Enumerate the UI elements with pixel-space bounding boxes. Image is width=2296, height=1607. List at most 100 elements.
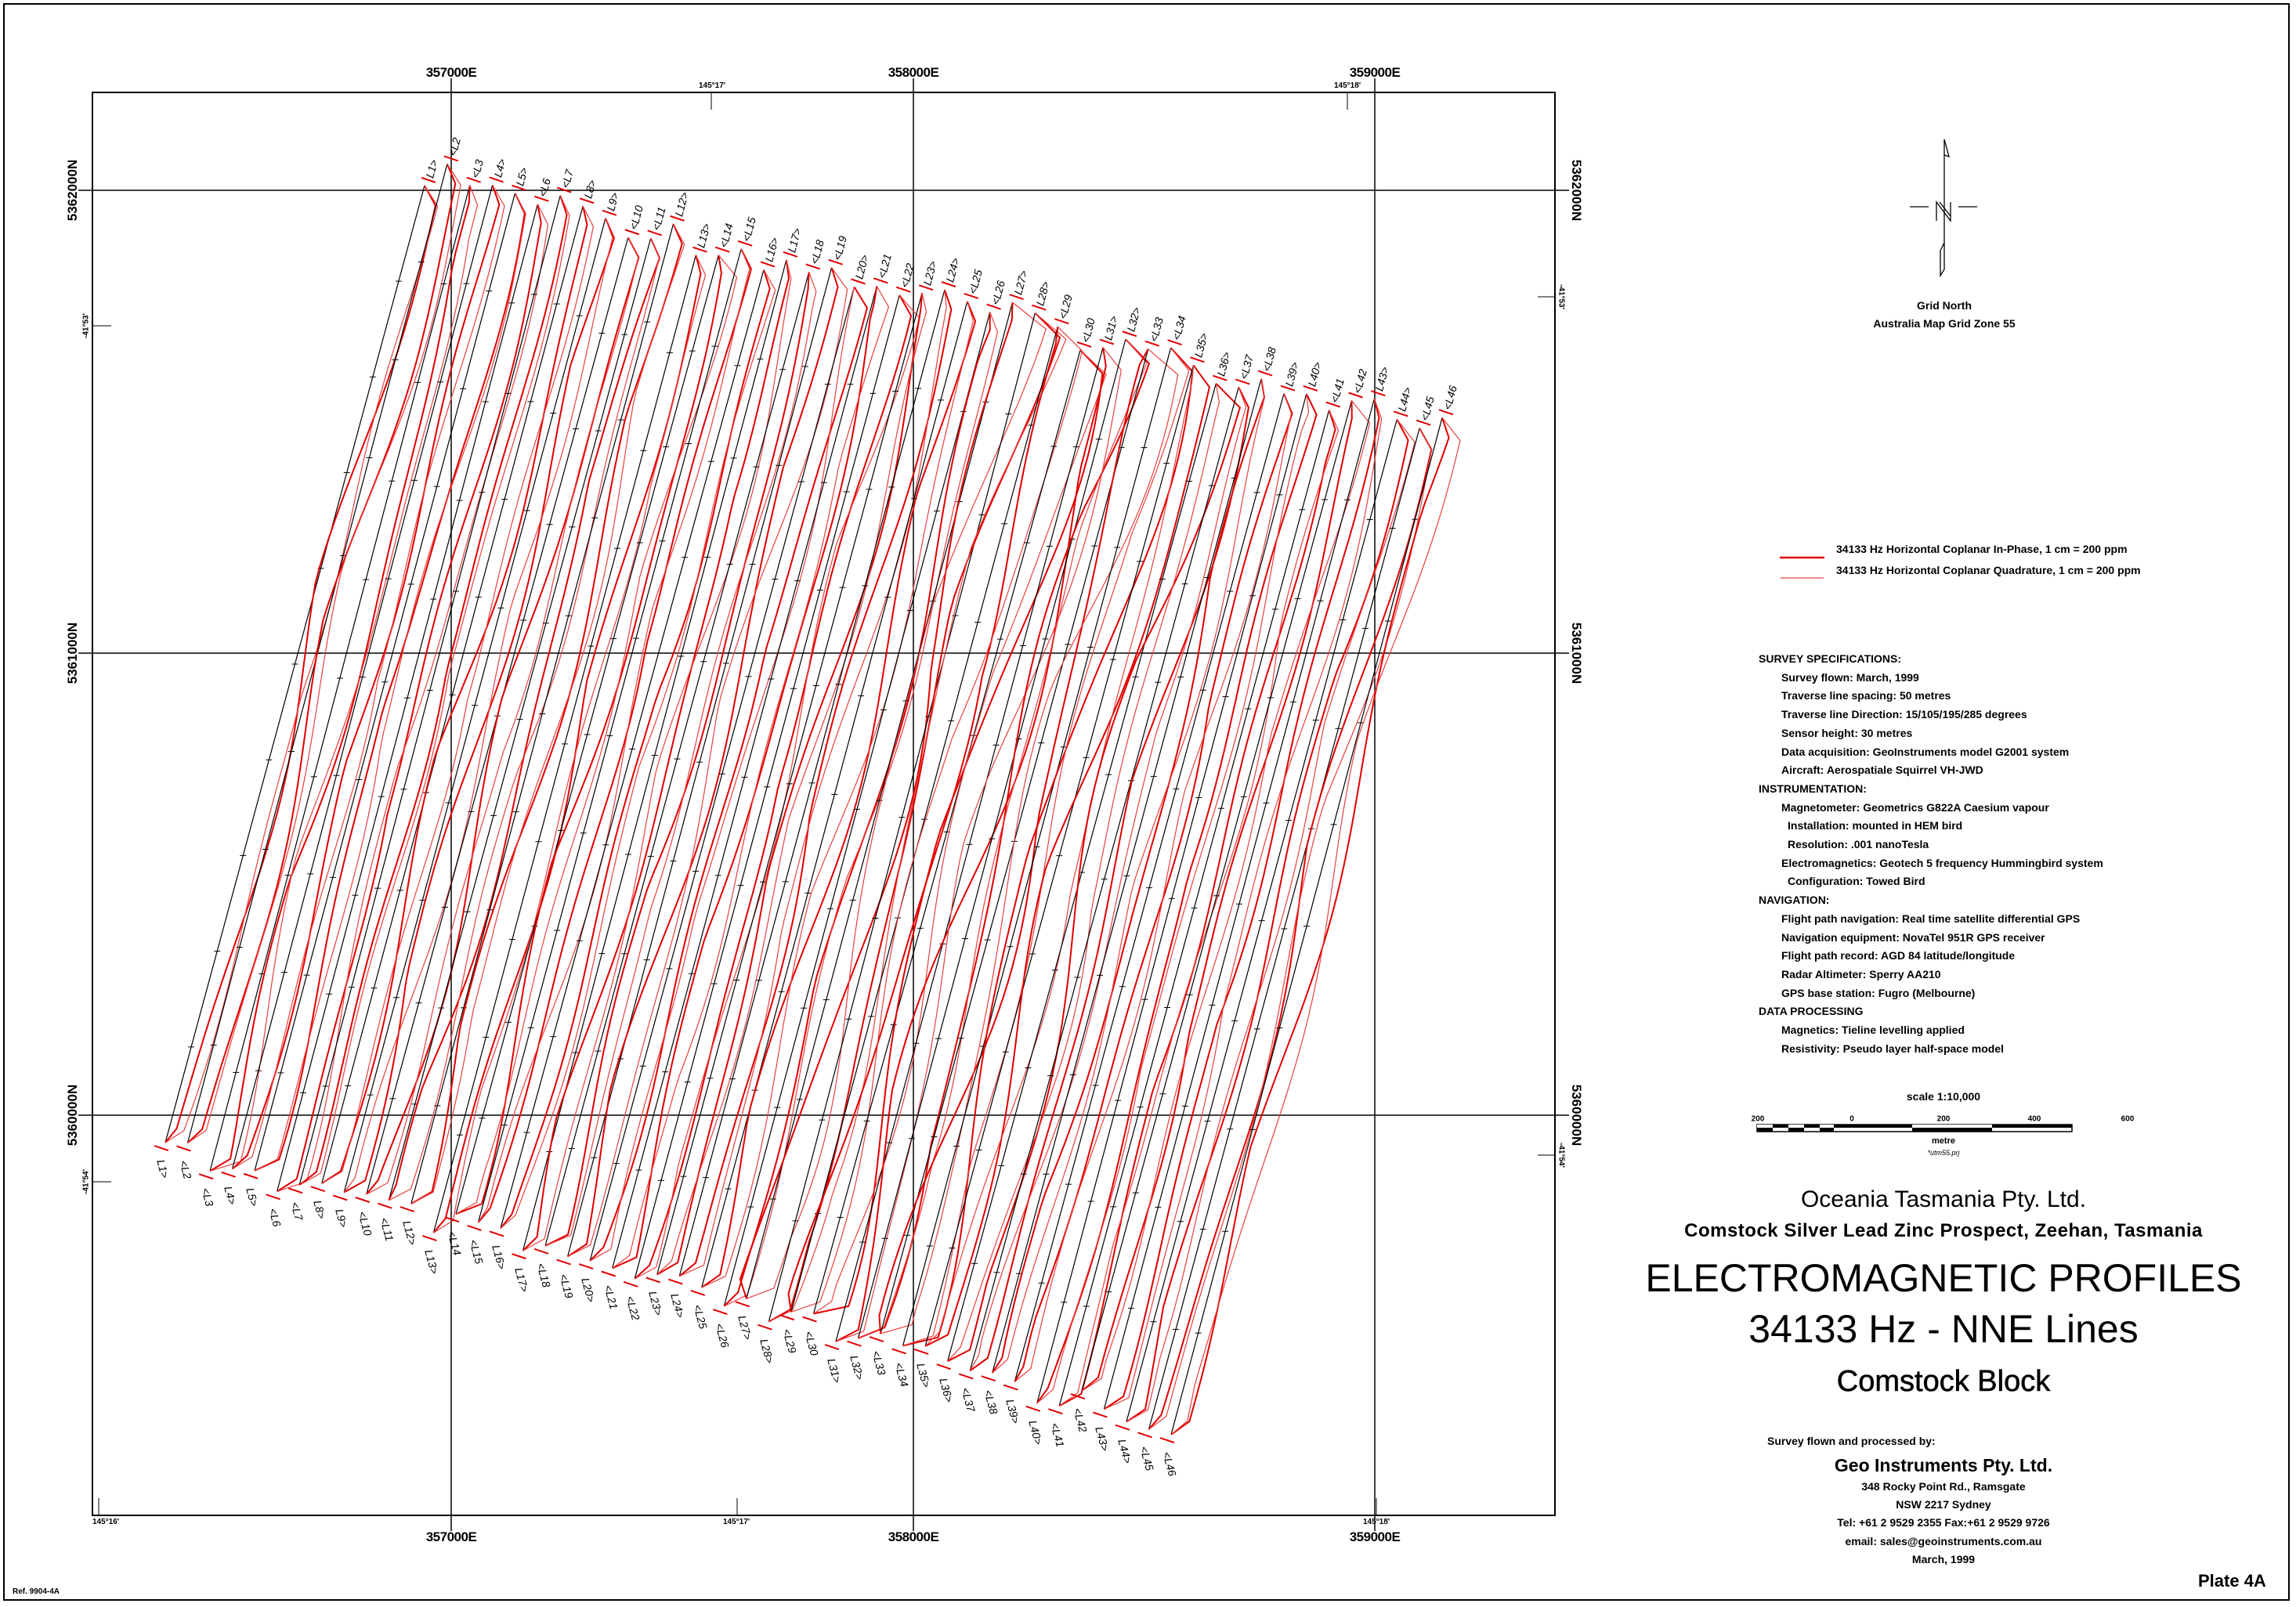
profile-in-phase [567,267,839,1258]
profile-end-cap [714,246,730,253]
profile-quadrature [992,378,1266,1374]
profile-end-cap [1025,1405,1041,1412]
profile-in-phase [656,293,924,1276]
profile-end-cap [964,293,979,299]
profile-end-cap [378,1202,392,1209]
profile-end-cap [310,1186,326,1193]
profile-end-cap [243,1172,259,1179]
profile-end-cap [1048,1408,1063,1415]
profile-quadrature [1036,393,1310,1404]
map-frame [92,92,1556,1516]
profile-in-phase [544,272,810,1247]
profile-in-phase [678,289,953,1277]
northing-label-right-5362000n: 5362000N [1569,159,1584,222]
profile-quadrature [1148,428,1433,1430]
profile-end-cap [176,1145,191,1152]
profile-end-cap [624,229,640,236]
profile-end-cap [1115,1424,1130,1431]
contractor-date: March, 1999 [1911,1553,1976,1565]
profile-end-cap [422,1235,437,1242]
profile-end-cap [735,1301,750,1308]
profile-quadrature [813,349,1107,1314]
profile-quadrature [477,248,750,1223]
spec-item: GPS base station: Fugro (Melbourne) [1781,986,1976,999]
grid-north-arrow-icon [1910,139,1977,278]
easting-label-bottom-357000e: 357000E [425,1529,477,1544]
profile-quadrature [858,338,1148,1339]
profile-quadrature [209,185,479,1172]
profile-end-cap [579,197,595,204]
profile-in-phase [1126,419,1409,1423]
easting-label-top-358000e: 358000E [888,65,939,80]
latitude-label-left-2: -41°54' [81,1169,91,1194]
profile-end-cap [1371,390,1386,397]
spec-item: Traverse line Direction: 15/105/195/285 … [1781,708,2027,721]
profile-quadrature [746,302,1047,1299]
spec-item: Magnetometer: Geometrics G822A Caesium v… [1781,800,2049,814]
profile-in-phase [254,193,526,1172]
profile-end-cap [466,176,482,183]
profile-end-cap [824,1344,840,1350]
profile-in-phase [410,223,683,1204]
profile-quadrature [298,195,570,1186]
profile-end-cap [1280,385,1296,392]
longitude-label-bottom-3: 145°18' [1363,1518,1390,1526]
profile-in-phase [787,327,1059,1313]
profile-end-cap [287,1187,303,1194]
map-title: ELECTROMAGNETIC PROFILES [1645,1256,2242,1300]
profile-in-phase [739,302,1014,1299]
profile-quadrature [656,293,927,1275]
contractor-address2: NSW 2217 Sydney [1896,1498,1991,1511]
profile-end-cap [667,1278,683,1285]
easting-label-bottom-358000e: 358000E [888,1529,939,1544]
profile-quadrature [947,383,1220,1362]
profile-quadrature [790,326,1083,1313]
profile-quadrature [433,255,707,1233]
northing-label-left-5362000n: 5362000N [65,159,80,222]
reference-number: Ref. 9904-4A [13,1587,60,1596]
spec-item: Survey flown: March, 1999 [1781,670,1919,684]
profile-in-phase [1058,410,1336,1407]
profile-end-cap [1257,370,1273,377]
profile-end-cap [1159,1437,1175,1443]
profile-end-cap [1438,409,1454,416]
spec-item: Sensor height: 30 metres [1781,726,1913,739]
profile-end-cap [421,176,436,183]
spec-item: Aircraft: Aerospatiale Squirrel VH-JWD [1781,764,1983,777]
profile-end-cap [802,1316,817,1323]
profile-in-phase [924,364,1210,1347]
profile-end-cap [1325,401,1340,408]
spec-item: Traverse line spacing: 50 metres [1781,689,1951,702]
profile-end-cap [986,303,1001,310]
profile-end-cap [779,1314,795,1321]
profile-end-cap [891,1348,906,1355]
profile-end-cap [1235,378,1250,385]
easting-label-top-359000e: 359000E [1349,65,1401,80]
profile-quadrature [701,301,974,1288]
profile-end-cap [489,1230,504,1237]
profile-quadrature [612,286,890,1269]
spec-item: Flight path record: AGD 84 latitude/long… [1781,949,2016,962]
profile-end-cap [512,1253,526,1260]
profile-in-phase [634,294,913,1280]
north-arrow-title: Grid North [1917,299,1972,312]
profile-in-phase [455,255,722,1215]
profile-end-cap [760,261,776,268]
graticule-ticks [92,92,1555,1515]
profile-end-cap [578,1263,594,1269]
spec-item: Data acquisition: GeoInstruments model G… [1781,745,2070,758]
profile-in-phase [991,378,1266,1374]
profile-end-cap [1137,1432,1152,1439]
profile-end-cap [512,184,526,191]
profile-end-cap [1167,339,1182,346]
profile-end-cap [1003,1384,1018,1391]
client-name: Oceania Tasmania Pty. Ltd. [1800,1186,2087,1212]
profile-end-cap [154,1145,169,1152]
profile-in-phase [1170,417,1450,1435]
spec-item: Flight path navigation: Real time satell… [1781,912,2081,925]
northing-label-right-5360000n: 5360000N [1569,1084,1584,1147]
legend-label-quadrature: 34133 Hz Horizontal Coplanar Quadrature,… [1836,564,2141,576]
spec-item: Radar Altimeter: Sperry AA210 [1781,967,1941,980]
profile-quadrature [724,312,999,1307]
